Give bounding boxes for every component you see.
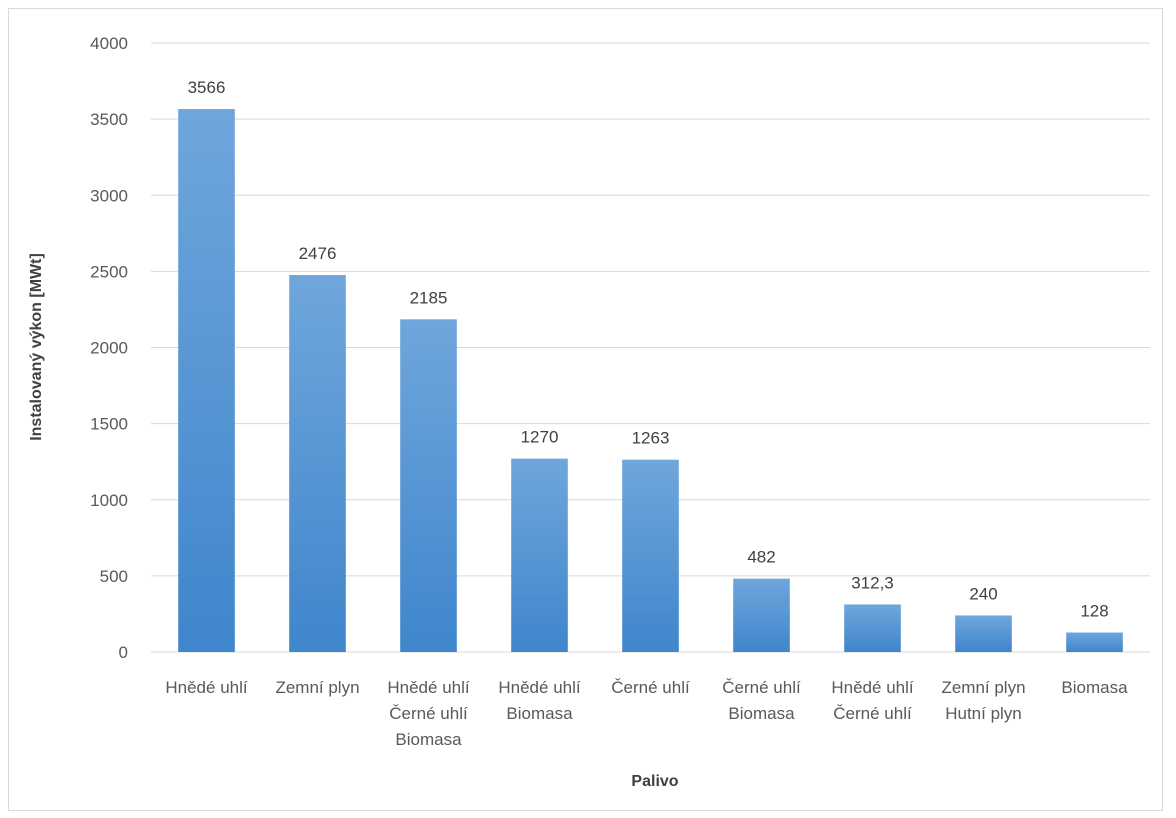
x-category-label: Černé uhlí Biomasa	[722, 678, 801, 723]
y-tick-label: 500	[100, 567, 128, 586]
data-label: 3566	[188, 78, 226, 97]
bar	[844, 604, 901, 652]
bar	[511, 458, 568, 652]
bar	[1066, 632, 1123, 652]
bar	[622, 459, 679, 652]
y-axis-ticks: 0 500 1000 1500 2000 2500 3000 3500 4000	[90, 34, 128, 662]
x-category-label: Hnědé uhlí Černé uhlí Biomasa	[387, 678, 470, 749]
x-axis-title: Palivo	[631, 773, 678, 790]
x-category-label: Hnědé uhlí Biomasa	[498, 678, 581, 723]
x-category-label: Zemní plyn Hutní plyn	[941, 678, 1025, 723]
data-label: 2476	[299, 244, 337, 263]
bars	[178, 109, 1123, 653]
data-label: 128	[1080, 602, 1108, 621]
data-labels: 3566 2476 2185 1270 1263 482 312,3 240 128	[188, 78, 1109, 620]
y-tick-label: 4000	[90, 34, 128, 53]
bar	[733, 578, 790, 652]
data-label: 240	[969, 584, 997, 603]
bar	[289, 275, 346, 652]
x-category-label: Hnědé uhlí Černé uhlí	[831, 678, 914, 723]
data-label: 1263	[632, 429, 670, 448]
x-category-label: Černé uhlí	[611, 678, 690, 697]
bar	[955, 615, 1012, 652]
bar	[178, 109, 235, 653]
y-tick-label: 3000	[90, 186, 128, 205]
x-category-label: Biomasa	[1061, 678, 1128, 697]
y-tick-label: 1000	[90, 491, 128, 510]
y-tick-label: 2000	[90, 339, 128, 358]
data-label: 2185	[410, 288, 448, 307]
x-category-label: Hnědé uhlí	[165, 678, 248, 697]
x-category-label: Zemní plyn	[275, 678, 359, 697]
data-label: 1270	[521, 428, 559, 447]
y-tick-label: 1500	[90, 415, 128, 434]
y-tick-label: 0	[119, 643, 128, 662]
x-axis-categories: Hnědé uhlí Zemní plyn Hnědé uhlí Černé uhlí…	[165, 678, 1128, 749]
data-label: 482	[747, 548, 775, 567]
data-label: 312,3	[851, 573, 894, 592]
y-tick-label: 3500	[90, 110, 128, 129]
bar	[400, 319, 457, 652]
y-axis-title: Instalovaný výkon [MWt]	[28, 253, 45, 441]
y-tick-label: 2500	[90, 262, 128, 281]
